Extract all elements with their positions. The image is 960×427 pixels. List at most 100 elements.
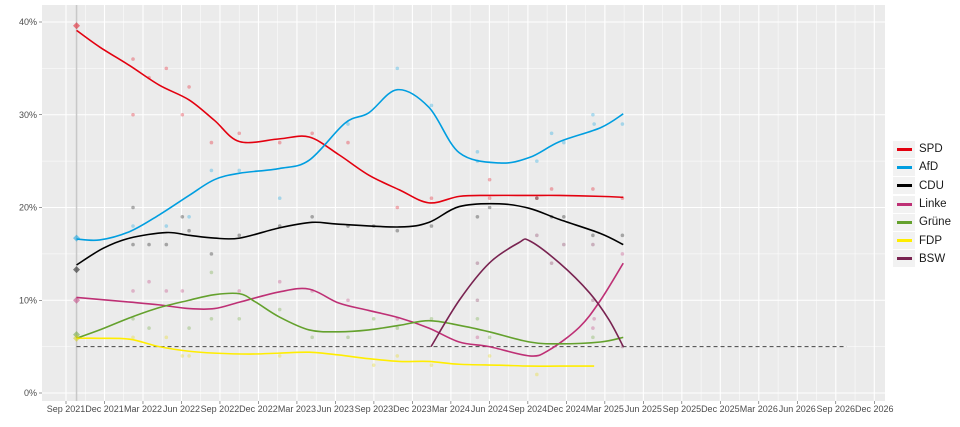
poll-point-fdp — [371, 363, 376, 367]
poll-point-cdu — [475, 214, 480, 219]
legend-item-grüne: Grüne — [893, 213, 960, 231]
x-tick-label: Sep 2022 — [201, 404, 240, 414]
x-tick-label: Dec 2025 — [701, 404, 740, 414]
poll-point-spd — [591, 187, 595, 191]
legend-label: FDP — [919, 234, 942, 247]
x-tick-label: Sep 2025 — [663, 404, 702, 414]
legend-key — [893, 232, 915, 250]
poll-point-afd — [164, 224, 169, 228]
poll-point-grüne — [395, 326, 400, 330]
x-tick-label: Sep 2026 — [817, 404, 856, 414]
legend-item-afd: AfD — [893, 158, 960, 176]
poll-point-fdp — [277, 354, 282, 358]
poll-point-spd — [237, 131, 242, 136]
x-tick-label: Mar 2025 — [586, 404, 624, 414]
poll-point-afd — [209, 168, 214, 173]
poll-point-fdp — [487, 354, 492, 358]
legend-item-linke: Linke — [893, 195, 960, 213]
poll-point-afd — [395, 66, 400, 71]
poll-point-grüne — [147, 326, 151, 330]
x-tick-label: Mar 2024 — [432, 404, 470, 414]
poll-point-cdu — [237, 233, 242, 238]
poll-point-afd — [562, 140, 566, 145]
poll-point-spd — [395, 205, 400, 210]
trend-line-grüne — [76, 292, 624, 345]
legend-swatch — [896, 202, 912, 206]
election-result-fdp — [73, 334, 81, 342]
poll-point-fdp — [187, 354, 191, 358]
y-tick-label: 0% — [24, 388, 37, 398]
poll-point-spd — [346, 140, 350, 145]
legend-item-fdp: FDP — [893, 231, 960, 250]
poll-point-afd — [475, 150, 480, 154]
x-tick-label: Jun 2026 — [779, 404, 816, 414]
election-result-grüne — [73, 331, 81, 339]
legend-key — [893, 250, 915, 268]
x-tick-label: Jun 2025 — [625, 404, 662, 414]
x-tick-label: Sep 2023 — [355, 404, 394, 414]
legend-swatch — [896, 239, 912, 243]
poll-point-cdu — [209, 252, 214, 256]
x-tick-label: Dec 2023 — [393, 404, 432, 414]
legend-label: BSW — [919, 252, 946, 265]
poll-point-cdu — [395, 228, 400, 233]
poll-point-afd — [277, 196, 282, 201]
poll-point-afd — [346, 122, 350, 126]
x-tick-label: Jun 2024 — [471, 404, 508, 414]
legend-swatch — [896, 257, 912, 261]
poll-point-grüne — [131, 317, 135, 321]
x-tick-label: Mar 2023 — [278, 404, 316, 414]
x-tick-label: Sep 2021 — [47, 404, 86, 414]
x-tick-label: Sep 2024 — [509, 404, 548, 414]
legend-swatch — [896, 220, 912, 224]
election-result-linke — [73, 296, 81, 304]
x-tick-label: Dec 2021 — [85, 404, 124, 414]
legend-key — [893, 213, 915, 231]
poll-point-cdu — [164, 242, 169, 247]
poll-point-fdp — [395, 354, 400, 358]
legend-item-spd: SPD — [893, 140, 960, 158]
x-tick-label: Mar 2022 — [124, 404, 162, 414]
trend-line-linke — [76, 262, 624, 357]
election-result-afd — [73, 234, 81, 242]
x-tick-label: Jun 2022 — [163, 404, 200, 414]
legend-label: Linke — [919, 198, 947, 211]
poll-point-cdu — [310, 214, 314, 219]
poll-point-cdu — [535, 196, 539, 201]
poll-point-linke — [131, 289, 135, 293]
poll-point-bsw — [562, 242, 566, 247]
poll-point-cdu — [487, 205, 492, 210]
legend-label: CDU — [919, 179, 944, 192]
poll-point-spd — [164, 66, 169, 71]
gridlines — [42, 5, 885, 401]
y-axis: 0% 10% 20% 30% 40% — [19, 17, 42, 398]
poll-point-spd — [187, 85, 191, 89]
trend-line-cdu — [76, 202, 624, 266]
poll-point-cdu — [131, 205, 135, 210]
poll-point-bsw — [591, 298, 595, 303]
poll-point-afd — [592, 122, 596, 126]
poll-point-grüne — [487, 335, 492, 340]
poll-point-grüne — [475, 317, 480, 321]
poll-point-cdu — [147, 242, 151, 247]
trend-line-afd — [76, 88, 624, 242]
poll-point-fdp — [164, 335, 169, 340]
election-result-spd — [73, 22, 81, 30]
poll-point-linke — [237, 289, 242, 293]
poll-point-bsw — [549, 261, 554, 265]
legend-swatch — [896, 147, 912, 151]
poll-point-linke — [180, 289, 185, 293]
poll-point-fdp — [180, 354, 185, 358]
x-tick-label: Dec 2022 — [239, 404, 278, 414]
y-tick-label: 30% — [19, 110, 37, 120]
poll-point-spd — [487, 196, 492, 201]
poll-point-cdu — [620, 233, 625, 238]
trend-line-bsw — [430, 238, 624, 348]
poll-point-grüne — [591, 335, 595, 340]
poll-point-linke — [591, 326, 595, 330]
poll-point-fdp — [131, 335, 135, 340]
poll-point-bsw — [591, 242, 595, 247]
poll-point-bsw — [475, 298, 480, 303]
poll-point-bsw — [475, 261, 480, 265]
y-tick-label: 40% — [19, 17, 37, 27]
